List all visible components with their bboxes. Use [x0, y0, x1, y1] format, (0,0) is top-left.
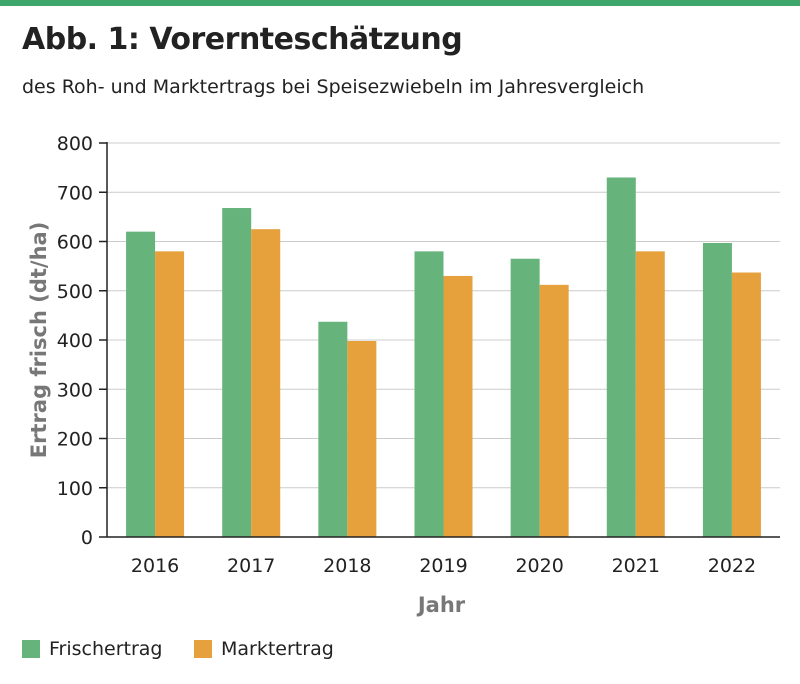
legend-item-frischertrag: Frischertrag	[22, 638, 163, 660]
chart-subtitle: des Roh- und Marktertrags bei Speisezwie…	[22, 76, 645, 98]
legend-label-marktertrag: Marktertrag	[221, 638, 334, 660]
bar-marktertrag-2017	[251, 229, 281, 537]
legend-swatch-frischertrag	[22, 640, 40, 658]
bar-frischertrag-2017	[222, 208, 252, 537]
bar-marktertrag-2016	[155, 251, 185, 537]
x-axis-label: Jahr	[416, 593, 466, 617]
y-tick-label: 300	[57, 379, 93, 401]
bar-frischertrag-2016	[126, 231, 156, 537]
y-axis-label: Ertrag frisch (dt/ha)	[27, 222, 51, 459]
bar-marktertrag-2020	[539, 284, 569, 537]
y-tick-label: 200	[57, 429, 93, 451]
y-tick-label: 0	[81, 527, 93, 549]
bars	[126, 177, 761, 538]
top-accent-rule	[0, 0, 800, 6]
legend-label-frischertrag: Frischertrag	[49, 638, 163, 660]
y-tick-label: 600	[57, 232, 93, 254]
axes: 0 100 200 300 400 500 600 700 800 2016 2017 2018 201…	[57, 133, 780, 577]
y-tick-label: 500	[57, 281, 93, 303]
bar-marktertrag-2021	[635, 251, 665, 537]
bar-frischertrag-2018	[318, 321, 348, 537]
x-tick-label: 2019	[419, 555, 467, 577]
bar-frischertrag-2019	[414, 251, 444, 537]
x-tick-label: 2016	[131, 555, 179, 577]
y-tick-label: 700	[57, 182, 93, 204]
legend-swatch-marktertrag	[194, 640, 212, 658]
bar-marktertrag-2019	[443, 275, 473, 537]
legend-item-marktertrag: Marktertrag	[194, 638, 334, 660]
y-tick-label: 100	[57, 478, 93, 500]
x-tick-label: 2018	[323, 555, 371, 577]
bar-frischertrag-2021	[606, 177, 636, 537]
y-tick-label: 400	[57, 330, 93, 352]
bar-frischertrag-2020	[510, 258, 540, 537]
chart-title: Abb. 1: Vorernteschätzung	[22, 22, 463, 57]
x-tick-label: 2021	[612, 555, 660, 577]
x-tick-label: 2022	[708, 555, 756, 577]
bar-marktertrag-2018	[347, 340, 377, 537]
bar-marktertrag-2022	[731, 272, 761, 537]
x-tick-label: 2020	[515, 555, 563, 577]
bar-frischertrag-2022	[702, 242, 732, 538]
y-tick-label: 800	[57, 133, 93, 155]
x-tick-label: 2017	[227, 555, 275, 577]
